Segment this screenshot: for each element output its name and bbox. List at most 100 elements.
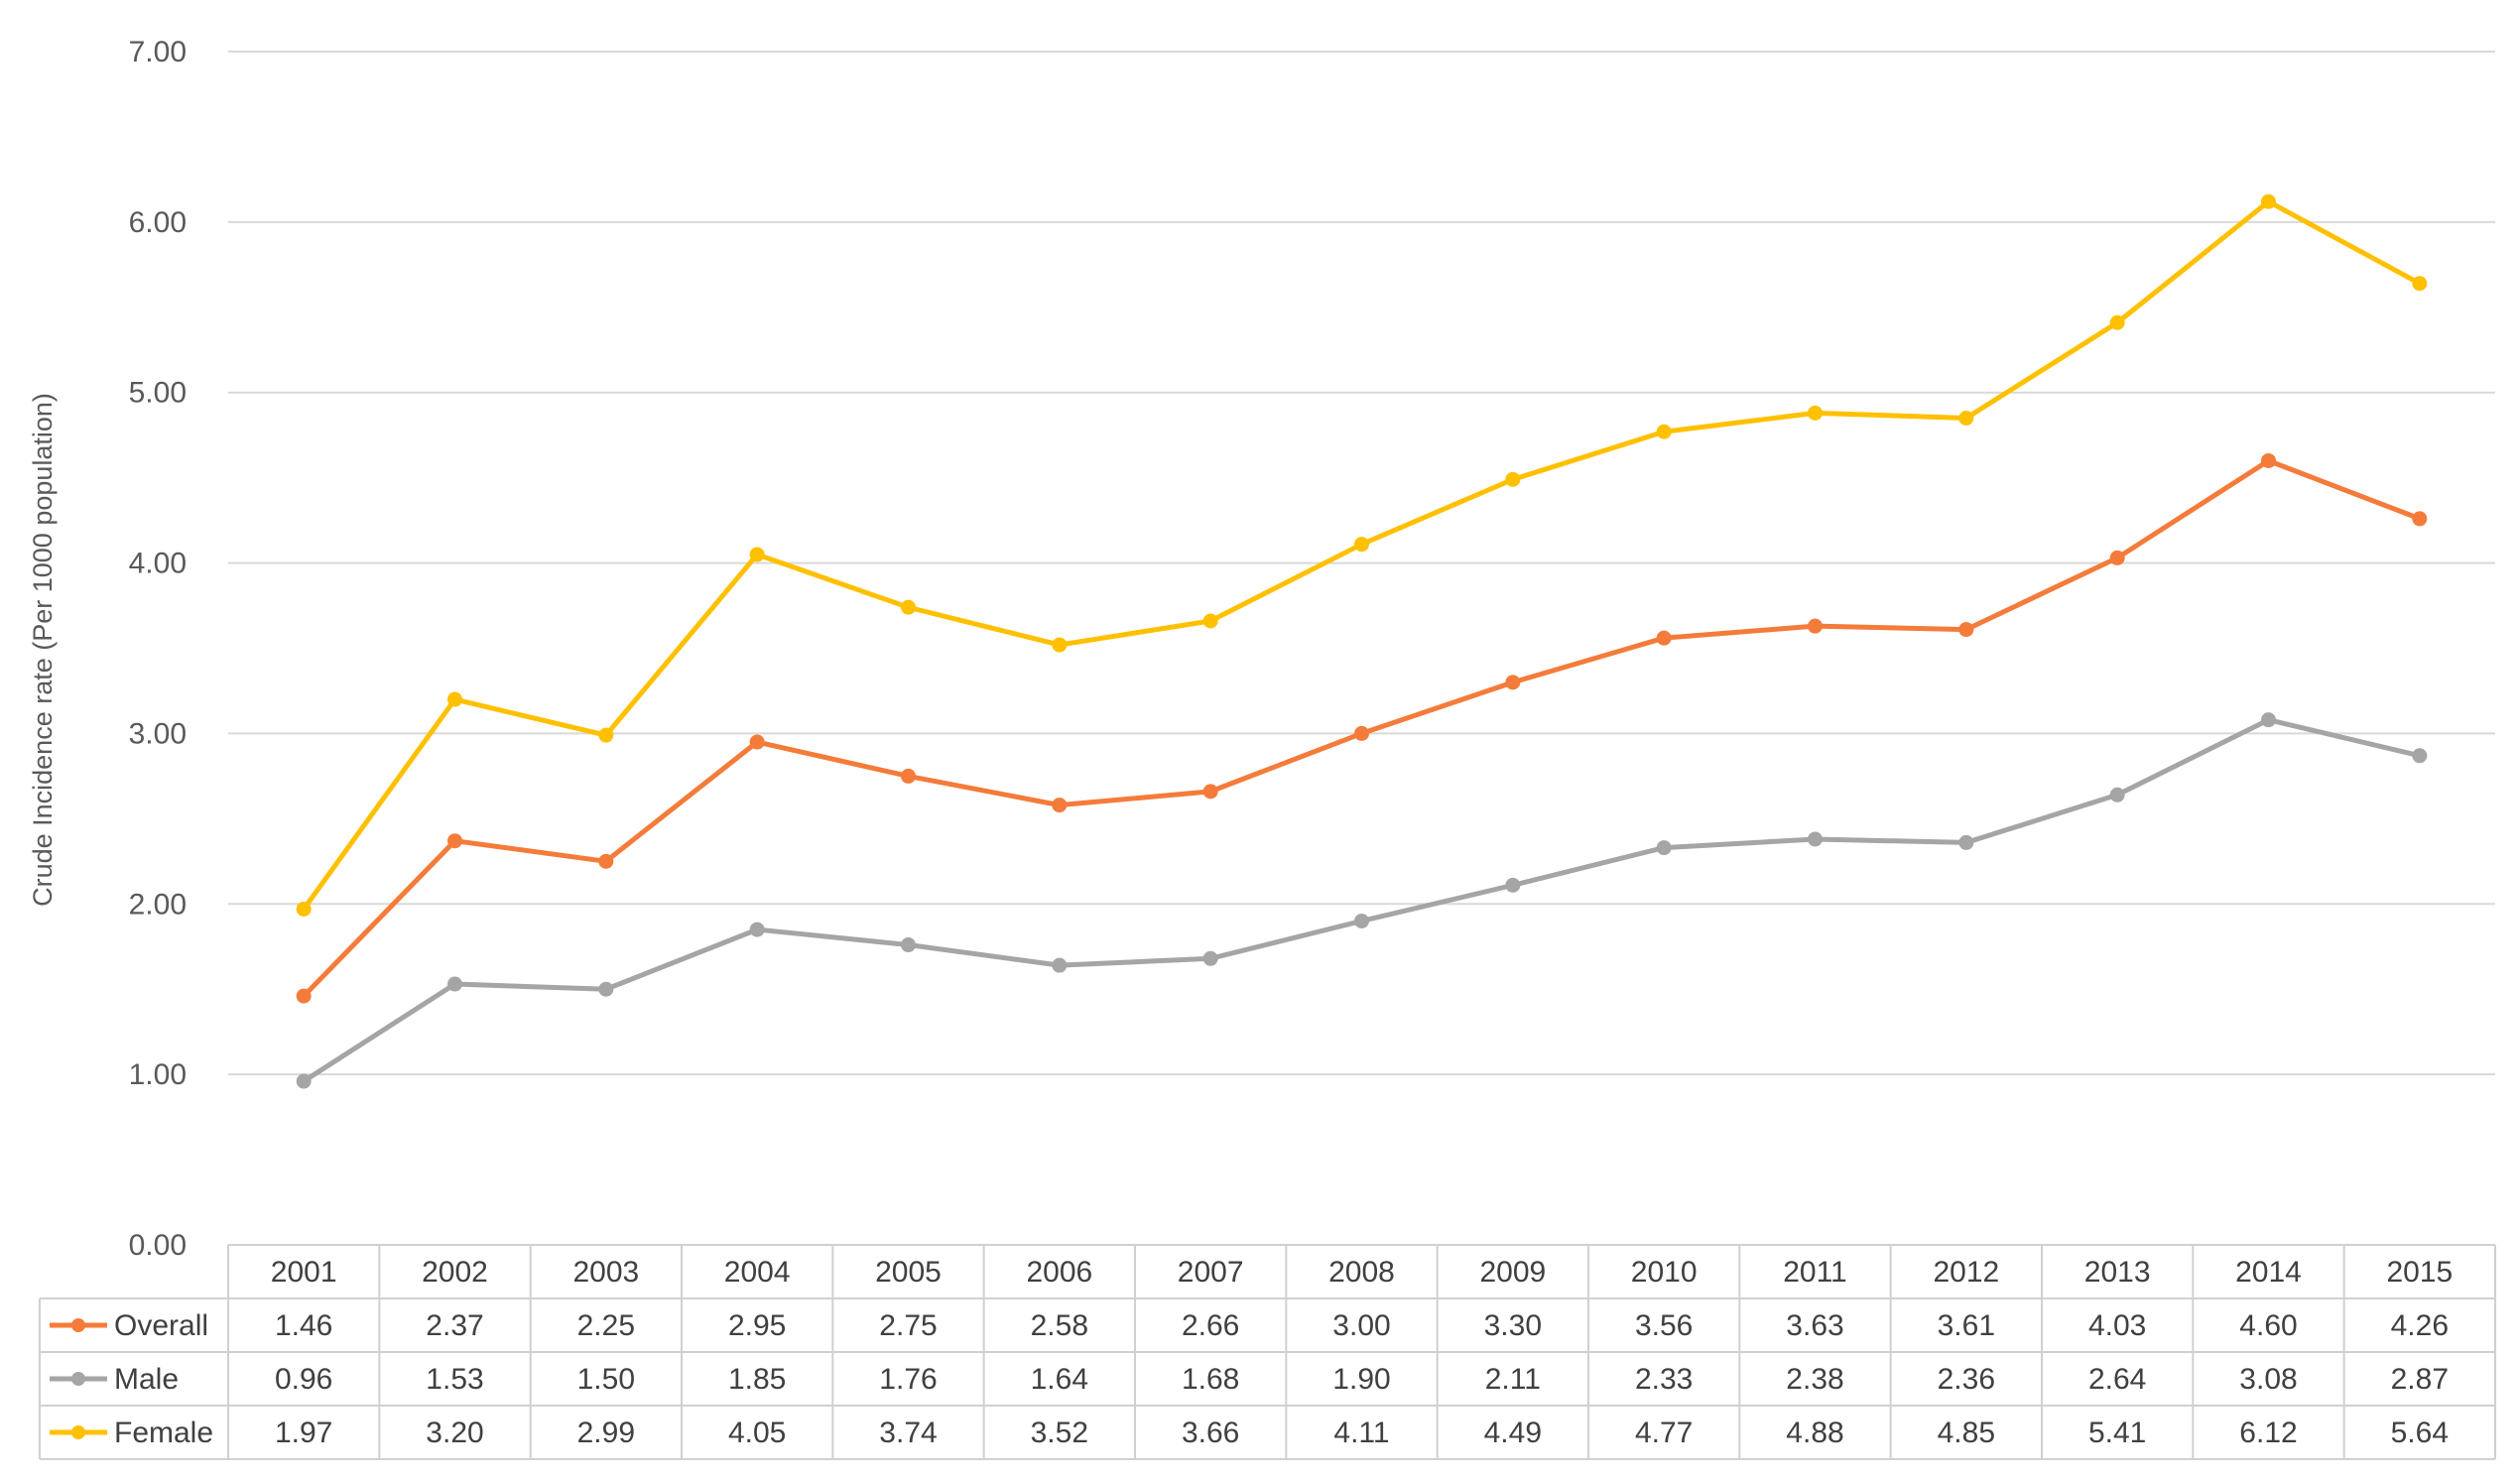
data-point: [598, 853, 614, 869]
legend-label: Female: [114, 1417, 213, 1449]
data-point: [296, 901, 312, 917]
y-tick-label: 4.00: [129, 548, 187, 580]
data-point: [598, 981, 614, 997]
x-tick-label: 2001: [271, 1256, 337, 1289]
data-point: [2109, 550, 2125, 565]
legend-marker: [71, 1318, 85, 1332]
data-point: [296, 988, 312, 1004]
y-axis-label: Crude Incidence rate (Per 1000 populatio…: [28, 393, 58, 907]
x-tick-label: 2006: [1026, 1256, 1092, 1289]
series-female: [296, 193, 2428, 917]
legend-marker: [71, 1425, 85, 1439]
data-label: 1.97: [275, 1417, 332, 1449]
data-point: [1656, 424, 1672, 439]
data-point: [447, 833, 462, 849]
legend-key: [50, 1425, 107, 1439]
x-tick-label: 2002: [422, 1256, 488, 1289]
y-tick-label: 2.00: [129, 888, 187, 921]
data-label: 2.64: [2088, 1363, 2146, 1396]
data-label: 5.64: [2391, 1417, 2449, 1449]
y-tick-label: 7.00: [129, 36, 187, 68]
series-male: [296, 712, 2428, 1089]
x-tick-label: 2005: [875, 1256, 942, 1289]
data-point: [2109, 787, 2125, 802]
y-tick-label: 0.00: [129, 1229, 187, 1262]
data-label: 4.60: [2239, 1309, 2297, 1342]
x-tick-label: 2003: [572, 1256, 639, 1289]
data-label: 4.49: [1484, 1417, 1542, 1449]
x-tick-label: 2009: [1479, 1256, 1546, 1289]
x-tick-label: 2007: [1178, 1256, 1244, 1289]
y-axis-ticks: 0.00 1.00 2.00 3.00 4.00 5.00 6.00 7.00: [129, 36, 187, 1262]
data-label: 3.20: [426, 1417, 483, 1449]
data-label: 2.37: [426, 1309, 483, 1342]
data-label: 2.36: [1938, 1363, 1995, 1396]
series-overall: [296, 452, 2428, 1004]
data-label: 3.52: [1031, 1417, 1088, 1449]
data-point: [1505, 877, 1521, 893]
data-point: [447, 976, 462, 992]
data-point: [1052, 957, 1068, 973]
data-label: 3.63: [1786, 1309, 1843, 1342]
data-point: [1354, 537, 1369, 553]
data-label: 3.66: [1182, 1417, 1239, 1449]
data-label: 6.12: [2239, 1417, 2297, 1449]
legend-key: [50, 1372, 107, 1386]
data-label: 1.68: [1182, 1363, 1239, 1396]
data-label: 4.05: [728, 1417, 786, 1449]
data-label: 1.90: [1332, 1363, 1390, 1396]
x-tick-label: 2013: [2084, 1256, 2151, 1289]
legend-key: [50, 1318, 107, 1332]
data-point: [1808, 618, 1823, 634]
data-label: 2.25: [577, 1309, 635, 1342]
data-point: [2412, 748, 2428, 764]
x-tick-label: 2015: [2386, 1256, 2453, 1289]
data-point: [296, 1073, 312, 1089]
series-lines: [296, 193, 2428, 1089]
data-point: [901, 937, 916, 953]
data-point: [1958, 410, 1974, 426]
data-label: 2.38: [1786, 1363, 1843, 1396]
legend-label: Male: [114, 1363, 179, 1396]
data-label: 3.61: [1938, 1309, 1995, 1342]
data-point: [2412, 276, 2428, 292]
data-point: [2261, 452, 2276, 468]
data-point: [598, 727, 614, 743]
data-label: 1.76: [879, 1363, 937, 1396]
data-label: 4.11: [1333, 1417, 1389, 1449]
x-tick-label: 2014: [2235, 1256, 2302, 1289]
data-point: [1202, 784, 1218, 800]
data-label: 2.11: [1485, 1363, 1541, 1396]
data-label: 2.95: [728, 1309, 786, 1342]
data-label: 5.41: [2088, 1417, 2146, 1449]
data-point: [1354, 725, 1369, 741]
data-point: [2109, 314, 2125, 330]
data-point: [447, 691, 462, 707]
data-point: [1202, 950, 1218, 966]
data-label: 2.66: [1182, 1309, 1239, 1342]
data-point: [1052, 637, 1068, 653]
x-tick-label: 2004: [724, 1256, 791, 1289]
data-table: 2001 2002 2003 2004 2005 2006 2007 2008 2009 2010…: [39, 1244, 2496, 1460]
data-point: [1202, 613, 1218, 629]
data-point: [901, 768, 916, 784]
data-label: 4.85: [1938, 1417, 1995, 1449]
legend-label: Overall: [114, 1309, 208, 1342]
data-point: [1505, 471, 1521, 487]
data-point: [749, 922, 765, 937]
data-label: 1.85: [728, 1363, 786, 1396]
data-point: [749, 547, 765, 562]
data-point: [1505, 675, 1521, 690]
y-tick-label: 6.00: [129, 206, 187, 239]
data-label: 4.88: [1786, 1417, 1843, 1449]
data-point: [901, 599, 916, 615]
data-point: [1808, 831, 1823, 847]
x-tick-label: 2011: [1783, 1256, 1847, 1289]
data-point: [1656, 630, 1672, 646]
legend-marker: [71, 1372, 85, 1386]
data-label: 1.53: [426, 1363, 483, 1396]
data-label: 4.77: [1635, 1417, 1693, 1449]
